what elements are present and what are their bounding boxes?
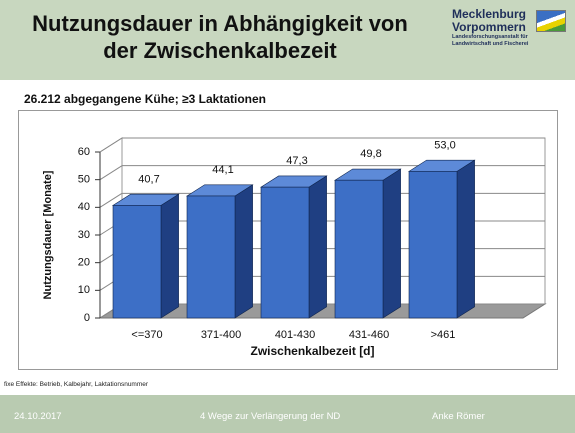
grid-line: [99, 165, 123, 181]
bar: [260, 186, 310, 319]
x-axis-label: Zwischenkalbezeit [d]: [250, 344, 374, 358]
logo-text: Mecklenburg: [452, 7, 527, 21]
data-label: 44,1: [212, 164, 233, 176]
subtitle: 26.212 abgegangene Kühe; ≥3 Laktationen: [24, 92, 266, 106]
bar: [334, 179, 384, 319]
logo-flag: [536, 10, 566, 32]
bar: [408, 171, 458, 319]
footer-topic: 4 Wege zur Verlängerung der ND: [200, 411, 341, 422]
slide-title: Nutzungsdauer in Abhängigkeit von der Zw…: [32, 11, 408, 63]
data-label: 49,8: [360, 148, 381, 160]
bar-side: [382, 168, 401, 319]
y-tick-label: 20: [78, 257, 90, 269]
chart-frame: [18, 110, 558, 370]
x-tick-label: 371-400: [201, 329, 241, 341]
logo-text: Landwirtschaft und Fischerei: [452, 41, 529, 47]
x-tick-label: 431-460: [349, 329, 389, 341]
x-tick-label: 401-430: [275, 329, 315, 341]
footer-author: Anke Römer: [432, 411, 485, 422]
bar-side: [234, 184, 253, 319]
footer-date: 24.10.2017: [14, 411, 62, 422]
bar-side: [160, 193, 179, 319]
grid-line: [99, 192, 123, 208]
logo-text: Vorpommern: [452, 20, 526, 34]
y-tick-label: 30: [78, 229, 90, 241]
y-tick-label: 60: [78, 146, 90, 158]
y-tick-label: 0: [84, 312, 90, 324]
data-label: 40,7: [138, 173, 159, 185]
bar: [112, 205, 162, 319]
y-tick-label: 10: [78, 284, 90, 296]
data-label: 47,3: [286, 155, 307, 167]
y-axis-label: Nutzungsdauer [Monate]: [42, 170, 54, 299]
bar: [186, 195, 236, 319]
logo-text: Landesforschungsanstalt für: [452, 34, 528, 40]
grid-line: [99, 137, 123, 153]
footnote: fixe Effekte: Betrieb, Kalbejahr, Laktat…: [4, 381, 149, 388]
x-tick-label: >461: [431, 329, 456, 341]
y-tick-label: 40: [78, 201, 90, 213]
y-tick-label: 50: [78, 174, 90, 186]
data-label: 53,0: [434, 139, 455, 151]
bar-side: [456, 159, 475, 319]
logo: Mecklenburg Vorpommern Landesforschungsa…: [452, 8, 567, 48]
x-tick-label: <=370: [131, 329, 162, 341]
footer: 24.10.2017 4 Wege zur Verlängerung der N…: [0, 395, 575, 433]
bar-side: [308, 175, 327, 319]
header: Nutzungsdauer in Abhängigkeit von der Zw…: [0, 0, 575, 80]
